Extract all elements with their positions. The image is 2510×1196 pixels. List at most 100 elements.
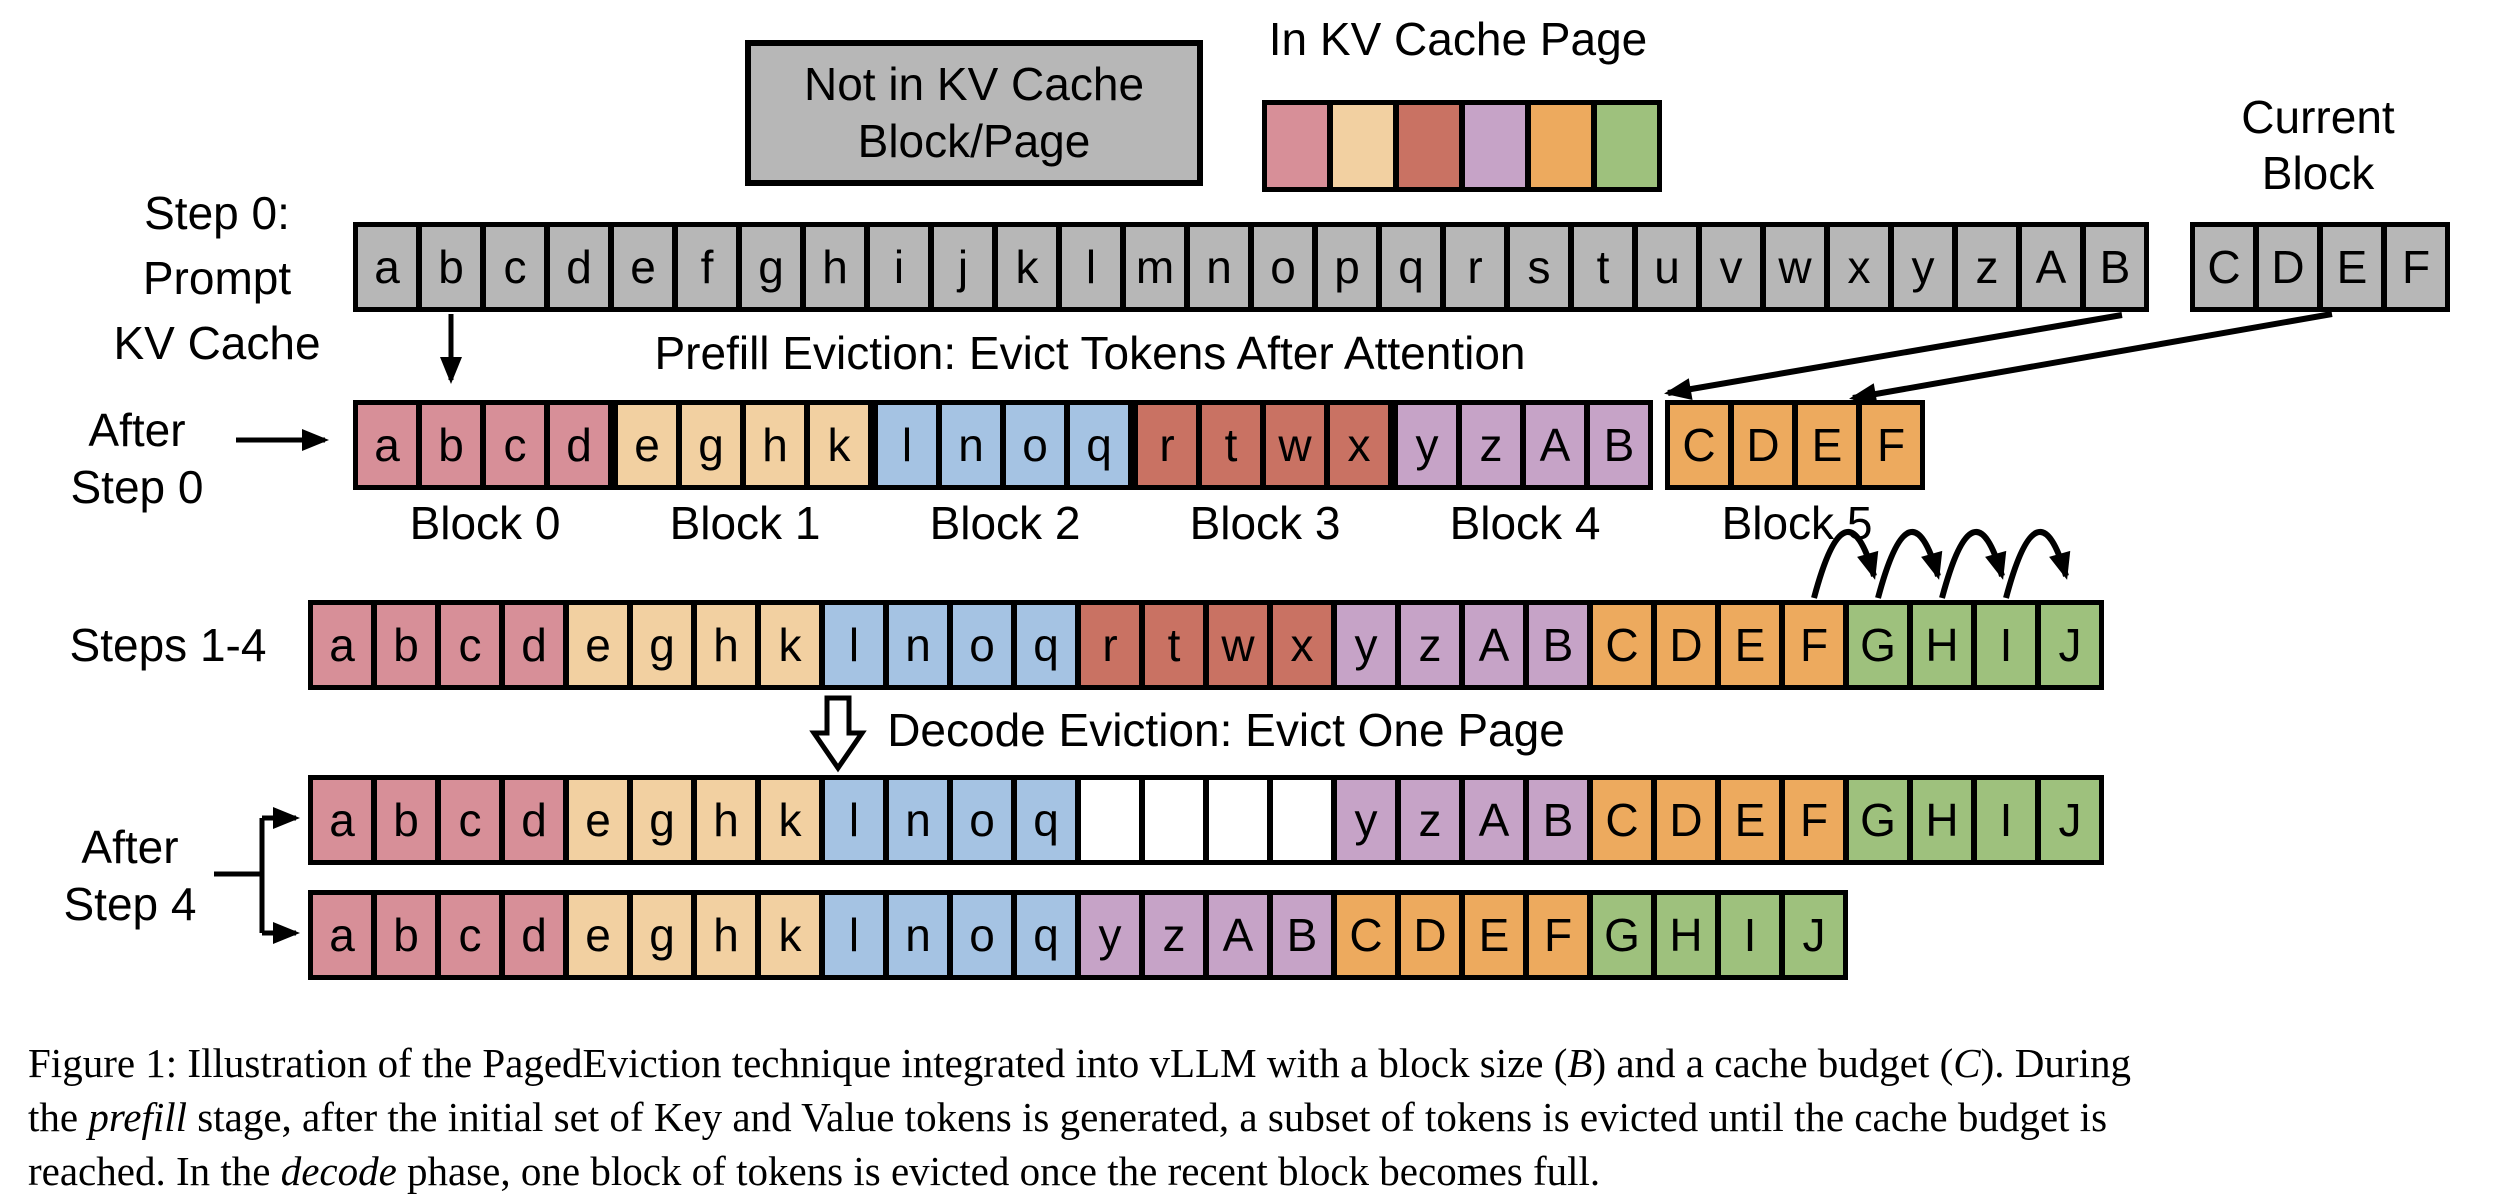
token-cell: b — [374, 777, 438, 863]
token-cell: F — [1859, 402, 1923, 488]
token-cell: q — [1067, 402, 1131, 488]
token-cell: e — [611, 224, 675, 310]
token-cell — [1396, 102, 1462, 190]
token-cell: p — [1315, 224, 1379, 310]
token-cell: A — [1462, 777, 1526, 863]
after-step0-label-line1: After — [88, 404, 186, 456]
decode-eviction-down-arrow-icon — [809, 695, 867, 773]
token-cell — [1206, 777, 1270, 863]
token-cell: t — [1571, 224, 1635, 310]
token-cell: g — [630, 602, 694, 688]
caption-text: phase, one block of tokens is evicted on… — [396, 1148, 1601, 1195]
caption-text: B — [1567, 1040, 1593, 1086]
legend-not-in-cache-box: Not in KV Cache Block/Page — [745, 40, 1203, 186]
token-cell: C — [1590, 777, 1654, 863]
token-cell: h — [694, 777, 758, 863]
caption-text: the — [28, 1094, 89, 1141]
token-cell: b — [419, 224, 483, 310]
caption-text: ). During — [1980, 1040, 2131, 1086]
token-cell: E — [1718, 602, 1782, 688]
token-cell — [1264, 102, 1330, 190]
token-cell — [1528, 102, 1594, 190]
token-cell: C — [2192, 224, 2256, 310]
token-cell: a — [355, 224, 419, 310]
token-cell: z — [1142, 892, 1206, 978]
token-cell: k — [807, 402, 871, 488]
token-cell: d — [547, 224, 611, 310]
token-cell: h — [694, 892, 758, 978]
token-cell: l — [875, 402, 939, 488]
token-cell — [1330, 102, 1396, 190]
token-cell: w — [1763, 224, 1827, 310]
caption-text: reached. In the — [28, 1148, 281, 1195]
token-cell: l — [822, 892, 886, 978]
token-cell: n — [886, 892, 950, 978]
block-5-label: Block 5 — [1721, 497, 1873, 549]
token-cell: q — [1014, 602, 1078, 688]
block-0-label: Block 0 — [409, 497, 561, 549]
token-cell: k — [758, 892, 822, 978]
token-cell: I — [1974, 602, 2038, 688]
token-cell: b — [419, 402, 483, 488]
token-cell: z — [1955, 224, 2019, 310]
token-cell: C — [1667, 402, 1731, 488]
token-cell: I — [1718, 892, 1782, 978]
token-cell: c — [438, 777, 502, 863]
token-cell: E — [2320, 224, 2384, 310]
token-cell: w — [1263, 402, 1327, 488]
caption-line-2: the prefill stage, after the initial set… — [28, 1090, 2493, 1144]
token-cell: l — [822, 602, 886, 688]
token-cell: y — [1078, 892, 1142, 978]
token-cell: o — [1003, 402, 1067, 488]
token-cell: k — [758, 777, 822, 863]
token-cell: E — [1795, 402, 1859, 488]
token-cell: f — [675, 224, 739, 310]
token-cell — [1270, 777, 1334, 863]
token-cell: A — [1462, 602, 1526, 688]
token-cell: y — [1334, 777, 1398, 863]
token-cell: c — [438, 602, 502, 688]
after-step4-label-line1: After — [81, 821, 179, 873]
token-cell: j — [931, 224, 995, 310]
after-step0-label-line2: Step 0 — [70, 461, 204, 513]
block-2-label: Block 2 — [929, 497, 1081, 549]
token-cell: D — [1731, 402, 1795, 488]
decode-hop-arc-4 — [2003, 529, 2071, 599]
caption-text: decode — [280, 1148, 397, 1195]
token-cell: b — [374, 602, 438, 688]
token-cell: c — [483, 402, 547, 488]
token-cell: y — [1395, 402, 1459, 488]
token-cell: l — [822, 777, 886, 863]
token-cell: q — [1379, 224, 1443, 310]
current-block-label-line1: Current — [2241, 91, 2395, 143]
token-cell: D — [1654, 602, 1718, 688]
token-cell: e — [566, 892, 630, 978]
token-cell: B — [1526, 777, 1590, 863]
token-cell: d — [502, 777, 566, 863]
step0-label-line3: KV Cache — [113, 317, 321, 369]
current-block-link-arrow-2 — [1849, 311, 2333, 405]
token-cell: d — [547, 402, 611, 488]
token-cell — [1462, 102, 1528, 190]
prefill-eviction-text: Prefill Eviction: Evict Tokens After Att… — [654, 327, 1526, 379]
token-cell: y — [1334, 602, 1398, 688]
caption-text: prefill — [88, 1094, 188, 1141]
token-cell: o — [950, 602, 1014, 688]
token-cell: o — [950, 892, 1014, 978]
decode-hop-arc-3 — [1939, 529, 2007, 599]
token-cell: G — [1846, 602, 1910, 688]
legend-in-cache-title: In KV Cache Page — [1268, 13, 1648, 65]
token-cell: D — [1398, 892, 1462, 978]
token-cell: H — [1910, 777, 1974, 863]
token-cell: n — [1187, 224, 1251, 310]
token-cell: h — [743, 402, 807, 488]
token-cell: C — [1334, 892, 1398, 978]
token-cell: B — [2083, 224, 2147, 310]
token-cell: B — [1526, 602, 1590, 688]
